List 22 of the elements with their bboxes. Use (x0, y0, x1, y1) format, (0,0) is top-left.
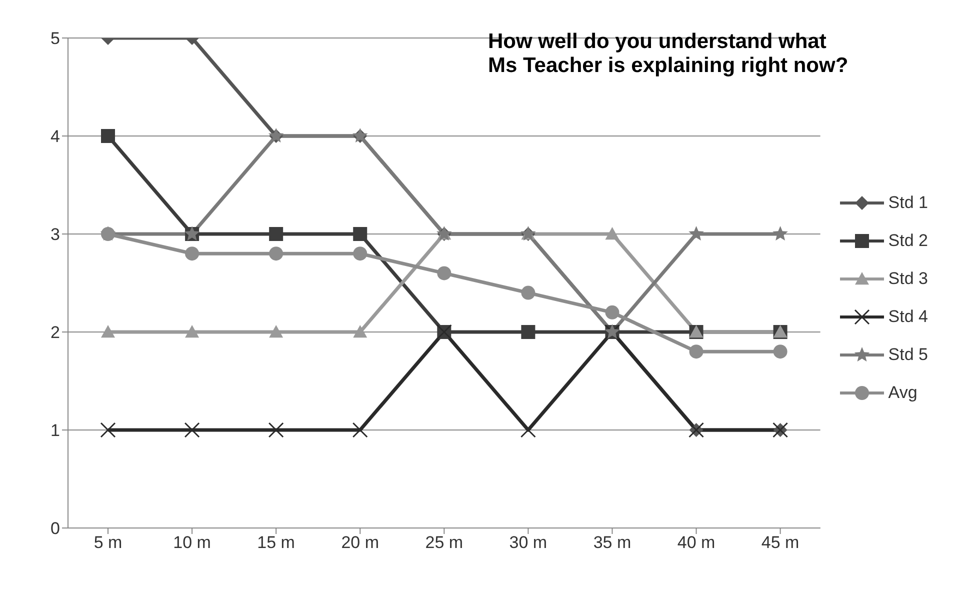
y-tick-label: 2 (50, 323, 60, 342)
y-tick-label: 5 (50, 29, 60, 48)
chart-title: How well do you understand what Ms Teacher is explaining right now? (488, 30, 848, 78)
y-tick-label: 3 (50, 225, 60, 244)
x-tick-label: 20 m (341, 533, 380, 552)
x-tick-label: 40 m (677, 533, 716, 552)
y-tick-label: 4 (50, 127, 60, 146)
x-tick-label: 45 m (761, 533, 800, 552)
x-tick-label: 30 m (509, 533, 548, 552)
legend-label: Std 4 (888, 307, 928, 327)
legend-label: Std 3 (888, 269, 928, 289)
y-tick-label: 0 (50, 519, 60, 538)
x-tick-label: 35 m (593, 533, 632, 552)
legend-label: Std 1 (888, 193, 928, 213)
legend-label: Std 2 (888, 231, 928, 251)
x-tick-label: 10 m (173, 533, 211, 552)
x-tick-label: 5 m (94, 533, 122, 552)
x-tick-label: 25 m (425, 533, 464, 552)
x-tick-label: 15 m (257, 533, 295, 552)
legend-label: Avg (888, 383, 918, 403)
y-tick-label: 1 (50, 421, 60, 440)
legend-label: Std 5 (888, 345, 928, 365)
